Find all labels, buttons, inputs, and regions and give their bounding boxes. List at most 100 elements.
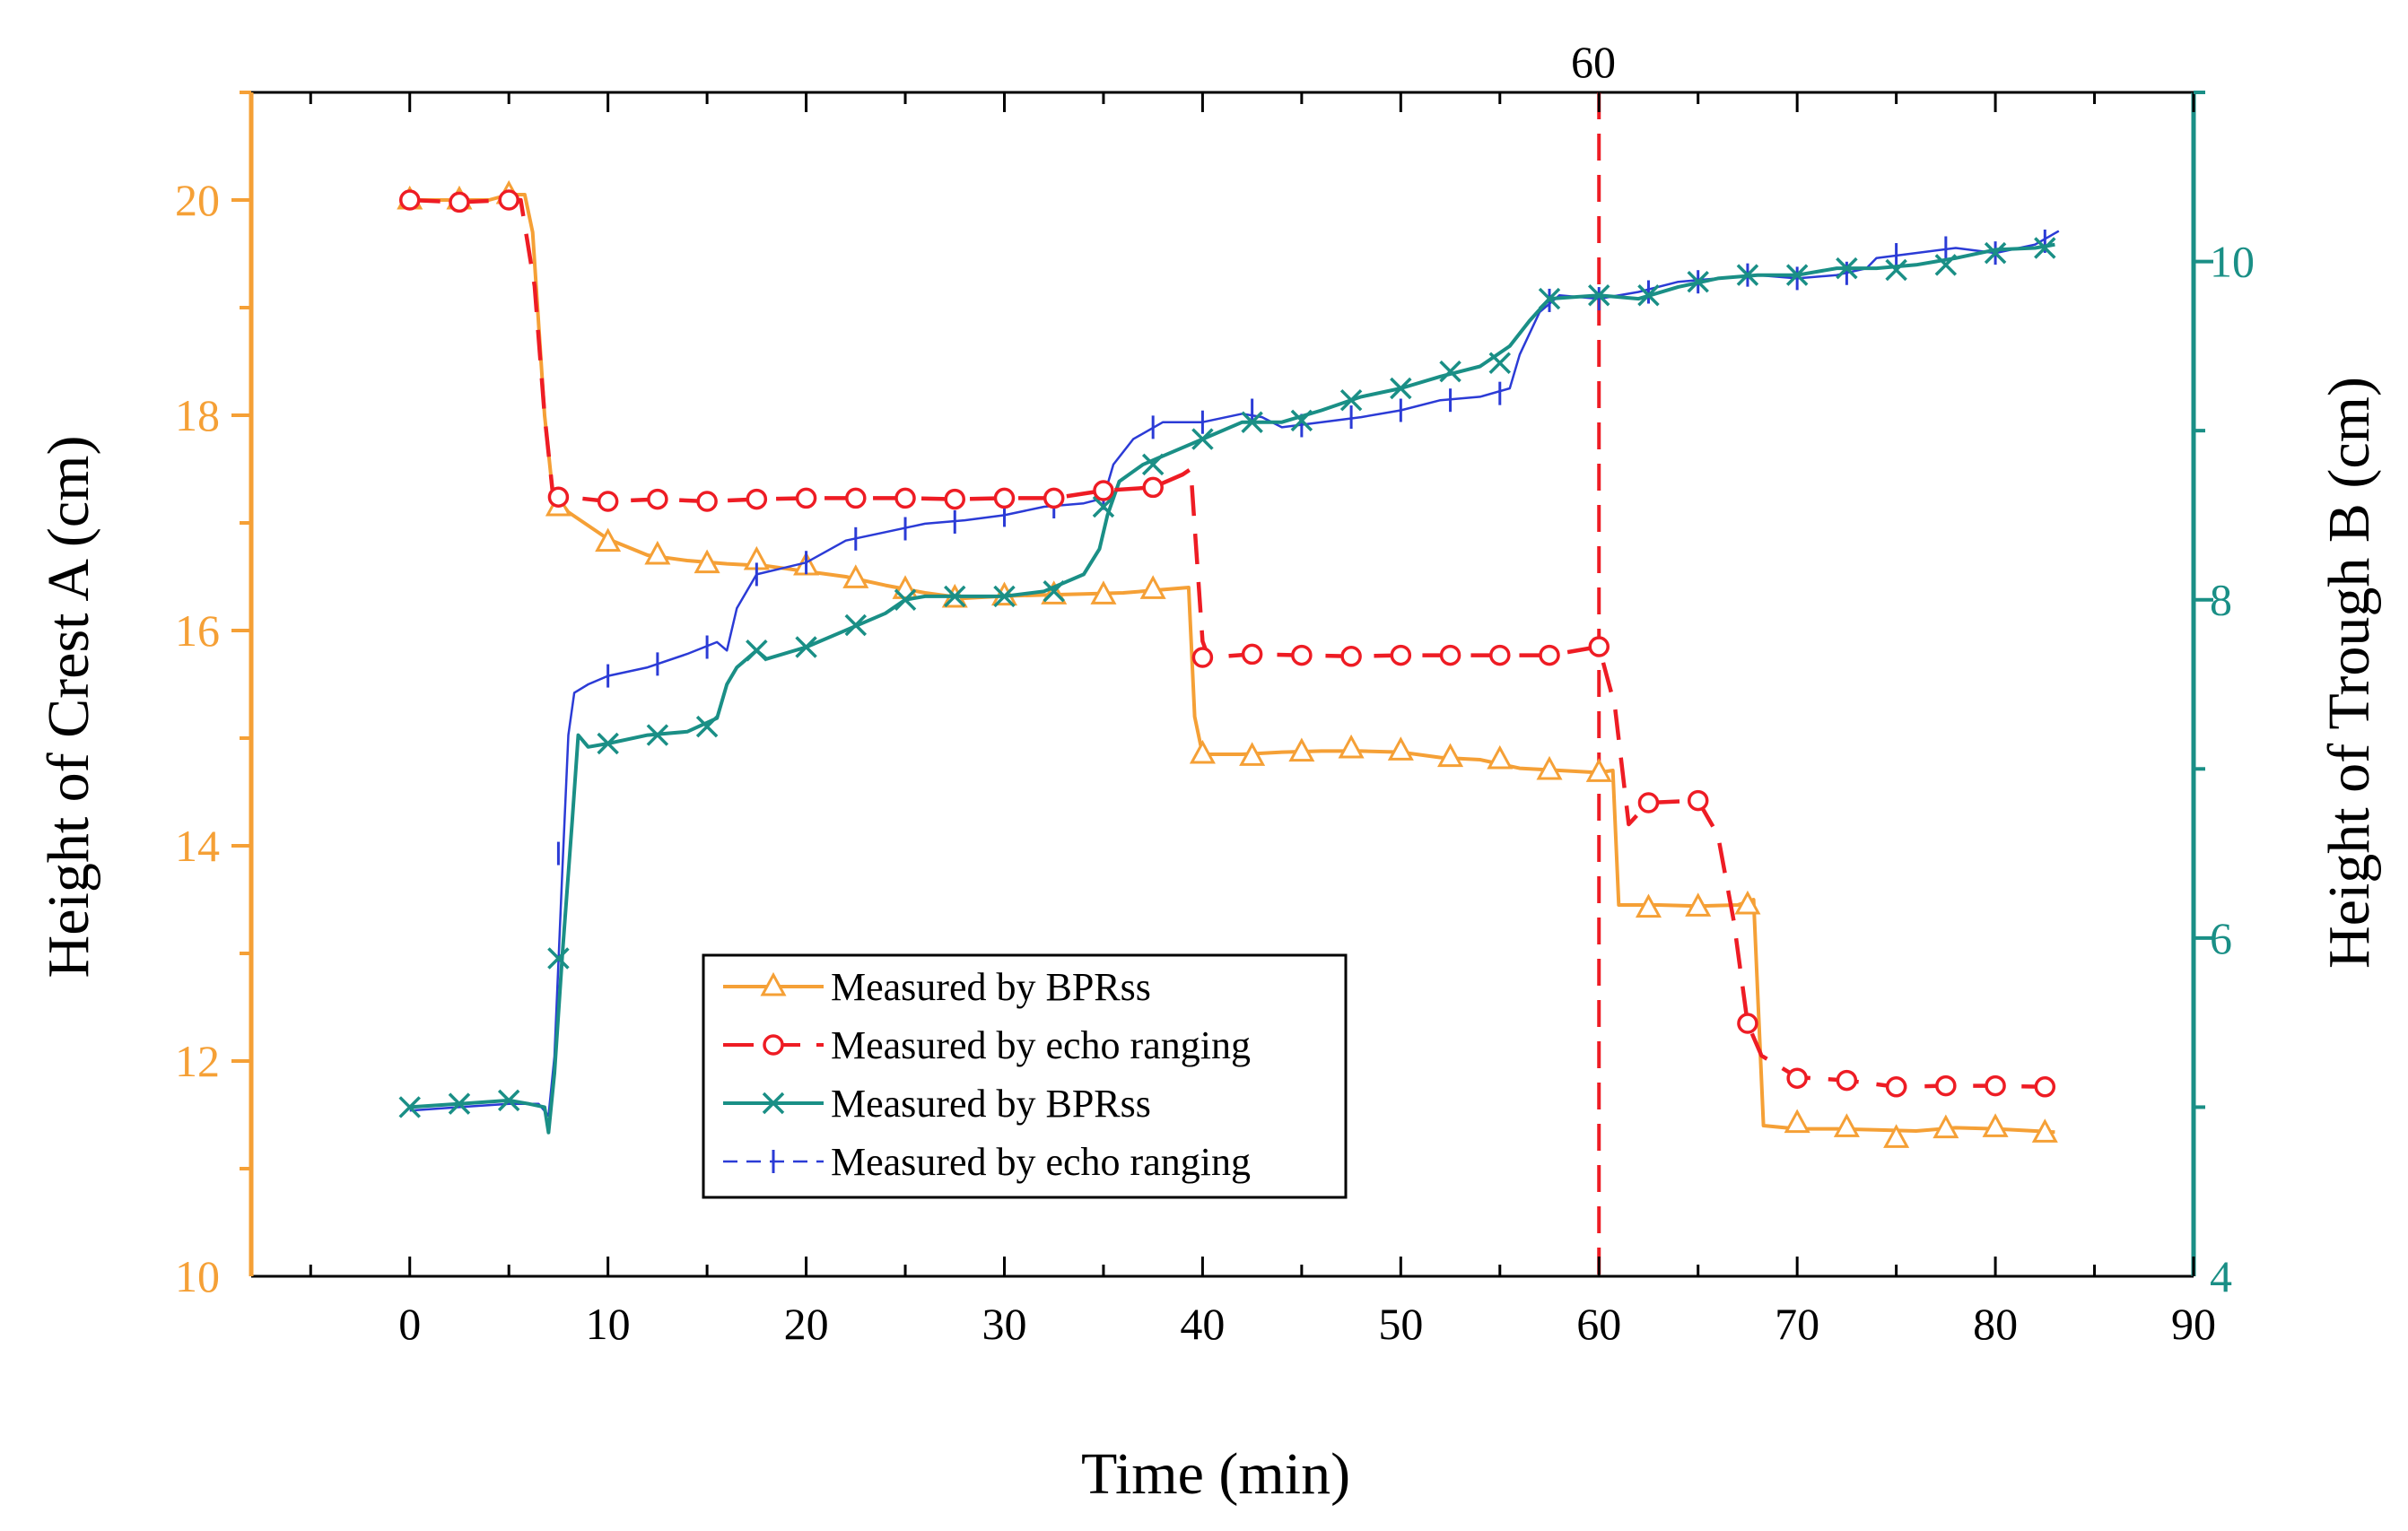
marker-trough-bprss [746,639,768,662]
marker-crest-echo [498,189,519,211]
marker-crest-bprss [1090,580,1117,605]
marker-crest-bprss [1585,758,1612,782]
marker-trough-bprss [1141,453,1165,476]
marker-trough-bprss [1043,580,1065,603]
marker-crest-echo [1043,487,1065,509]
marker-crest-echo [1291,644,1313,666]
marker-trough-bprss [795,636,817,658]
marker-trough-bprss [993,585,1016,608]
marker-crest-echo [1985,1074,2006,1097]
marker-crest-bprss [1536,755,1563,780]
marker-trough-bprss [695,715,719,738]
left-y-tick-label: 18 [175,390,220,440]
marker-trough-bprss [448,1092,471,1115]
x-tick-label: 10 [586,1299,631,1349]
marker-crest-bprss [1189,739,1216,764]
marker-crest-echo [696,491,718,512]
marker-crest-echo [1885,1076,1907,1098]
x-tick-label: 20 [784,1299,829,1349]
marker-trough-bprss [2034,237,2056,259]
marker-crest-bprss [1487,744,1514,770]
marker-trough-bprss [597,732,619,755]
marker-crest-echo [1191,647,1214,668]
marker-crest-bprss [1982,1113,2009,1137]
marker-trough-bprss [1736,264,1759,286]
x-axis-title: Time (min) [1081,1441,1350,1507]
marker-crest-echo [1786,1067,1808,1089]
marker-crest-echo [1340,646,1362,667]
legend-marker-crest-bprss [760,971,787,996]
marker-trough-bprss [1290,409,1313,432]
right-y-tick-label: 8 [2210,575,2232,625]
legend-label-crest-echo: Measured by echo ranging [831,1023,1251,1067]
marker-crest-bprss [2031,1118,2058,1143]
marker-crest-bprss [1288,737,1315,762]
left-y-tick-label: 12 [175,1036,220,1086]
marker-crest-echo [993,487,1016,509]
right-y-tick-label: 10 [2210,237,2255,287]
x-tick-label: 90 [2171,1299,2216,1349]
marker-crest-echo [1142,476,1164,499]
marker-crest-echo [944,488,966,510]
marker-crest-echo [1539,644,1560,666]
left-axis-title: Height of Crest A (cm) [36,436,101,979]
marker-crest-bprss [1784,1109,1810,1134]
marker-crest-bprss [595,527,622,552]
vline-annotation-label: 60 [1571,37,1616,87]
marker-crest-bprss [1437,743,1464,768]
right-y-tick-label: 4 [2210,1251,2232,1301]
left-y-tick-label: 16 [175,605,220,656]
marker-trough-bprss [1092,495,1115,518]
marker-crest-echo [795,487,817,509]
marker-crest-bprss [1833,1113,1860,1137]
marker-crest-bprss [1239,742,1266,766]
x-tick-label: 50 [1378,1299,1423,1349]
marker-crest-echo [1390,644,1412,666]
marker-crest-bprss [1387,736,1414,761]
marker-trough-bprss [1785,264,1809,286]
marker-crest-echo [1241,643,1263,665]
x-tick-label: 30 [982,1299,1026,1349]
marker-trough-bprss [1637,284,1660,307]
marker-trough-bprss [1538,287,1561,310]
legend-marker-crest-echo [763,1034,784,1056]
legend-marker-trough-bprss [762,1092,785,1115]
left-y-tick-label: 10 [175,1251,220,1301]
series-crest-echo [398,189,2056,1098]
marker-crest-echo [547,486,570,508]
marker-crest-echo [1489,644,1511,666]
marker-trough-bprss [1439,360,1461,383]
legend-label-crest-bprss: Measured by BPRss [831,965,1151,1009]
marker-trough-bprss [547,947,570,970]
legend-label-trough-echo: Measured by echo ranging [831,1140,1251,1184]
marker-crest-bprss [1933,1114,1959,1139]
right-y-tick-label: 6 [2210,913,2232,963]
marker-crest-echo [894,487,916,509]
legend-label-trough-bprss: Measured by BPRss [831,1082,1151,1126]
marker-trough-bprss [1390,377,1412,400]
x-tick-label: 40 [1180,1299,1225,1349]
marker-crest-echo [398,189,421,211]
marker-trough-bprss [944,585,966,608]
marker-trough-bprss [1934,254,1958,276]
marker-crest-bprss [1635,893,1662,918]
right-axis-title: Height of Trough B (cm) [2316,377,2382,969]
marker-crest-echo [449,191,470,213]
marker-crest-bprss [1139,575,1166,599]
marker-crest-echo [1588,636,1610,657]
marker-crest-bprss [644,540,671,565]
marker-trough-bprss [1885,258,1907,282]
legend-box [702,953,1348,1199]
x-tick-label: 60 [1576,1299,1621,1349]
marker-crest-bprss [1685,892,1712,917]
x-tick-label: 70 [1775,1299,1819,1349]
axis-layer: 0 10 20 30 40 50 60 70 80 90 10 12 14 16 18 20 4 6 8 10 [175,91,2255,1349]
marker-trough-bprss [1339,388,1363,412]
series-layer [397,92,2060,1276]
marker-crest-echo [1093,480,1114,501]
series-trough-bprss [398,237,2056,1135]
series-line-trough-bprss [409,242,2055,1135]
marker-trough-bprss [1241,411,1263,433]
marker-trough-bprss [1488,352,1512,374]
